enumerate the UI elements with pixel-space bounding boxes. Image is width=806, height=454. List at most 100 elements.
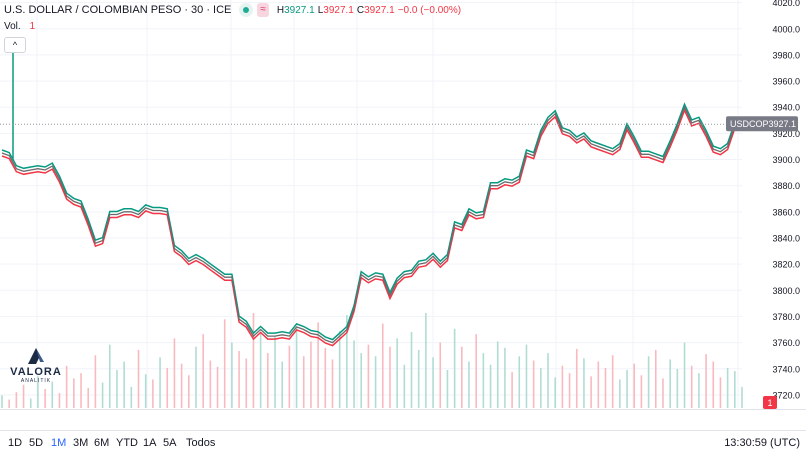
volume-bar <box>87 387 90 408</box>
volume-bar <box>446 370 449 408</box>
symbol-title[interactable]: U.S. DOLLAR / COLOMBIAN PESO · 30 · ICE <box>4 4 232 16</box>
volume-bar <box>324 347 327 408</box>
wave-icon[interactable]: ≈ <box>257 3 269 17</box>
volume-bar <box>403 364 406 408</box>
volume-bar <box>561 365 564 408</box>
price-tag <box>726 116 798 132</box>
volume-bar <box>295 326 298 408</box>
logo-mark-icon <box>28 348 44 364</box>
y-tick-label: 4020.0 <box>772 0 800 8</box>
low-line <box>1 108 743 347</box>
volume-bar <box>216 366 219 408</box>
volume-legend: Vol. 1 <box>4 21 35 32</box>
market-status-icon[interactable] <box>239 3 254 17</box>
volume-bar <box>726 367 729 408</box>
volume-bar <box>360 353 363 408</box>
volume-bar <box>231 342 233 408</box>
volume-bar <box>130 386 133 408</box>
volume-bar <box>274 336 276 408</box>
volume-value: 1 <box>29 21 36 32</box>
range-toolbar: 13:30:59 (UTC) 1D 5D 1M 3M 6M YTD 1A 5A Todos <box>0 430 806 454</box>
y-tick-label: 4000.0 <box>772 24 800 34</box>
volume-bar <box>29 398 32 408</box>
volume-bar <box>15 392 18 408</box>
volume-bar <box>734 371 736 408</box>
range-button-5d[interactable]: 5D <box>29 437 44 449</box>
collapse-legend-button[interactable]: ^ <box>4 37 26 53</box>
volume-bar <box>116 370 118 408</box>
volume-bar <box>611 355 614 408</box>
price-tag-symbol: USDCOP <box>730 119 769 129</box>
volume-bar <box>425 313 427 408</box>
y-tick-label: 3960.0 <box>772 77 800 87</box>
volume-bar <box>123 361 125 408</box>
volume-bar <box>654 349 657 408</box>
y-tick-label: 3820.0 <box>772 260 800 270</box>
range-button-1a[interactable]: 1A <box>143 437 157 449</box>
range-button-1d[interactable]: 1D <box>8 437 23 449</box>
volume-bar <box>245 358 248 408</box>
volume-bar <box>583 358 585 408</box>
volume-bar <box>209 360 212 408</box>
ohlc-value: −0.0 (−0.00%) <box>397 4 462 16</box>
volume-bar <box>640 375 643 408</box>
volume-bar <box>575 348 578 408</box>
range-button-3m[interactable]: 3M <box>73 437 89 449</box>
high-line <box>1 102 743 341</box>
volume-bar <box>73 378 75 408</box>
volume-bar <box>741 386 743 408</box>
volume-bar <box>51 381 54 408</box>
volume-bar <box>417 349 420 408</box>
y-tick-label: 3920.0 <box>772 129 800 139</box>
volume-bar <box>683 342 686 408</box>
price-chart[interactable]: 3720.0 3740.0 3760.0 3780.0 3800.0 3820.0 3840… <box>0 0 806 410</box>
volume-bar <box>554 377 557 408</box>
volume-bar <box>144 374 147 408</box>
valora-logo: VALORA ANALITIK <box>6 346 66 386</box>
volume-label: Vol. <box>4 21 21 32</box>
utc-clock[interactable]: 13:30:59 (UTC) <box>724 437 800 449</box>
volume-bar <box>669 359 671 408</box>
volume-bar <box>511 372 513 408</box>
volume-bar <box>540 367 542 408</box>
volume-bar <box>374 356 377 408</box>
y-tick-label: 3900.0 <box>772 155 800 165</box>
volume-bar <box>532 360 535 408</box>
volume-bar <box>353 340 355 408</box>
y-tick-label: 3760.0 <box>772 338 800 348</box>
y-tick-label: 3720.0 <box>772 390 800 400</box>
volume-bar <box>475 334 477 408</box>
volume-bar <box>288 345 291 408</box>
volume-bar <box>496 341 499 408</box>
range-button-ytd[interactable]: YTD <box>116 437 138 449</box>
volume-bar <box>590 376 592 408</box>
volume-bar <box>159 357 161 408</box>
volume-bar <box>396 338 398 408</box>
range-button-6m[interactable]: 6M <box>94 437 110 449</box>
volume-bar <box>310 341 312 408</box>
volume-bar <box>101 382 104 408</box>
volume-bar <box>8 399 10 408</box>
volume-bar <box>180 363 183 408</box>
range-button-todos[interactable]: Todos <box>186 437 216 449</box>
y-tick-label: 3880.0 <box>772 181 800 191</box>
volume-bar <box>44 389 46 408</box>
volume-bar <box>317 322 319 408</box>
range-button-5a[interactable]: 5A <box>163 437 177 449</box>
y-tick-label: 3940.0 <box>772 103 800 113</box>
ohlc-value: 3927.1 <box>323 4 354 16</box>
logo-subtitle: ANALITIK <box>20 378 52 384</box>
volume-bar <box>453 328 456 408</box>
volume-bar <box>267 353 269 408</box>
volume-bar <box>202 334 204 408</box>
chart-legend: U.S. DOLLAR / COLOMBIAN PESO · 30 · ICE … <box>4 3 464 17</box>
volume-bar <box>195 346 197 408</box>
y-tick-label: 3860.0 <box>772 207 800 217</box>
volume-bar <box>252 313 255 408</box>
volume-bar <box>346 315 348 408</box>
volume-bar <box>22 384 25 408</box>
chart-area[interactable]: 3720.0 3740.0 3760.0 3780.0 3800.0 3820.0 3840… <box>0 0 806 410</box>
range-button-1m[interactable]: 1M <box>51 437 67 449</box>
volume-bar <box>676 368 679 408</box>
ohlc-value: 3927.1 <box>284 4 315 16</box>
